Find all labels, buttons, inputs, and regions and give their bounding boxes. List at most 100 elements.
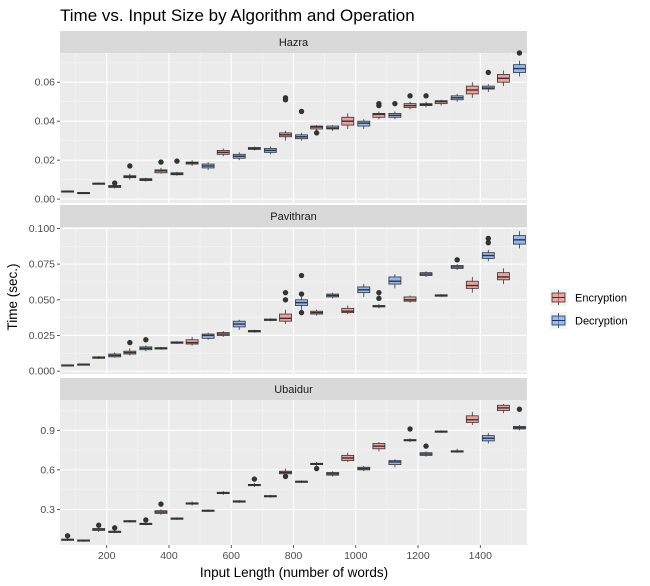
outlier-point xyxy=(298,272,305,279)
encryption-box xyxy=(341,113,355,129)
facet-strip-label: Ubaidur xyxy=(274,384,313,396)
decryption-box xyxy=(481,235,495,262)
outlier-point xyxy=(127,163,133,169)
encryption-box xyxy=(497,70,510,87)
decryption-box xyxy=(388,459,402,468)
encryption-box xyxy=(434,99,448,106)
decryption-box xyxy=(513,406,526,431)
decryption-box xyxy=(263,494,277,498)
decryption-box xyxy=(108,352,122,358)
y-tick-label: 0.050 xyxy=(29,294,55,306)
y-tick-label: 0.9 xyxy=(40,425,55,437)
outlier-point xyxy=(423,93,429,99)
decryption-box xyxy=(326,471,340,477)
decryption-box xyxy=(139,337,153,352)
box-iqr xyxy=(497,272,510,281)
encryption-box xyxy=(341,452,355,462)
encryption-box xyxy=(497,268,510,285)
y-tick-label: 0.06 xyxy=(35,77,56,89)
outlier-point xyxy=(485,235,491,242)
x-tick-label: 1400 xyxy=(469,550,493,562)
encryption-box xyxy=(61,190,74,193)
outlier-point xyxy=(96,522,102,528)
encryption-box xyxy=(92,522,106,532)
outlier-point xyxy=(485,239,491,246)
encryption-box xyxy=(341,305,355,315)
outlier-point xyxy=(282,473,289,480)
decryption-box xyxy=(77,363,90,366)
outlier-point xyxy=(298,309,305,316)
x-tick-label: 600 xyxy=(222,550,240,562)
x-axis-title: Input Length (number of words) xyxy=(200,565,388,580)
encryption-box xyxy=(310,125,324,136)
decryption-box xyxy=(232,152,246,161)
decryption-box xyxy=(450,257,464,270)
y-tick-label: 0.6 xyxy=(40,464,55,476)
outlier-point xyxy=(376,289,382,296)
encryption-box xyxy=(247,476,261,487)
encryption-box xyxy=(465,82,479,98)
panel-1: Pavithran 0.000 0.025 0.050 0.075 0.100 xyxy=(29,205,527,378)
facet-strip xyxy=(60,31,527,53)
decryption-box xyxy=(139,177,153,182)
outlier-point xyxy=(376,100,382,107)
decryption-box xyxy=(450,93,464,102)
decryption-box xyxy=(108,180,122,189)
decryption-box xyxy=(201,332,215,340)
outlier-point xyxy=(407,93,413,99)
facet-strip-label: Pavithran xyxy=(270,211,316,223)
decryption-box xyxy=(232,500,246,503)
decryption-box xyxy=(201,509,215,513)
outlier-point xyxy=(112,180,118,186)
encryption-box xyxy=(185,501,199,506)
encryption-box xyxy=(247,146,261,151)
encryption-box xyxy=(434,430,448,433)
encryption-box xyxy=(61,533,74,542)
y-tick-label: 0.02 xyxy=(35,155,56,167)
decryption-box xyxy=(201,162,215,170)
box-iqr xyxy=(279,313,292,322)
outlier-point xyxy=(282,289,289,296)
outlier-point xyxy=(251,476,258,482)
outlier-point xyxy=(174,158,180,164)
box-iqr xyxy=(185,339,199,345)
encryption-box xyxy=(154,346,168,350)
outlier-point xyxy=(282,95,289,101)
outlier-point xyxy=(143,517,149,523)
legend-item-decryption: Decryption xyxy=(550,312,628,329)
legend-label: Decryption xyxy=(575,316,628,328)
decryption-box xyxy=(326,125,340,131)
outlier-point xyxy=(516,406,523,412)
outlier-point xyxy=(158,159,164,165)
x-tick-label: 200 xyxy=(98,550,116,562)
outlier-point xyxy=(516,50,523,56)
encryption-box xyxy=(279,289,292,325)
encryption-box xyxy=(310,461,324,472)
decryption-box xyxy=(263,146,277,155)
decryption-box xyxy=(170,517,184,520)
legend-item-encryption: Encryption xyxy=(550,289,627,306)
y-tick-label: 0.00 xyxy=(35,194,56,206)
y-tick-label: 0.025 xyxy=(29,330,55,342)
encryption-box xyxy=(61,364,74,367)
y-tick-label: 0.3 xyxy=(40,504,55,516)
x-tick-label: 800 xyxy=(285,550,303,562)
outlier-point xyxy=(64,533,71,539)
encryption-box xyxy=(279,95,292,141)
encryption-box xyxy=(216,148,230,157)
facet-strip xyxy=(60,378,527,400)
y-tick-label: 0.04 xyxy=(35,116,56,128)
encryption-box xyxy=(403,93,417,110)
encryption-box xyxy=(465,276,479,293)
decryption-box xyxy=(170,158,184,176)
panel-2: Ubaidur 0.3 0.6 0.9 xyxy=(40,378,527,545)
decryption-box xyxy=(357,465,371,472)
encryption-box xyxy=(372,100,386,120)
decryption-box xyxy=(77,539,90,542)
box-iqr xyxy=(388,276,402,285)
decryption-box xyxy=(295,480,308,484)
decryption-box xyxy=(419,443,433,457)
y-axis-title: Time (sec.) xyxy=(5,264,20,331)
facet-strip xyxy=(60,205,527,227)
